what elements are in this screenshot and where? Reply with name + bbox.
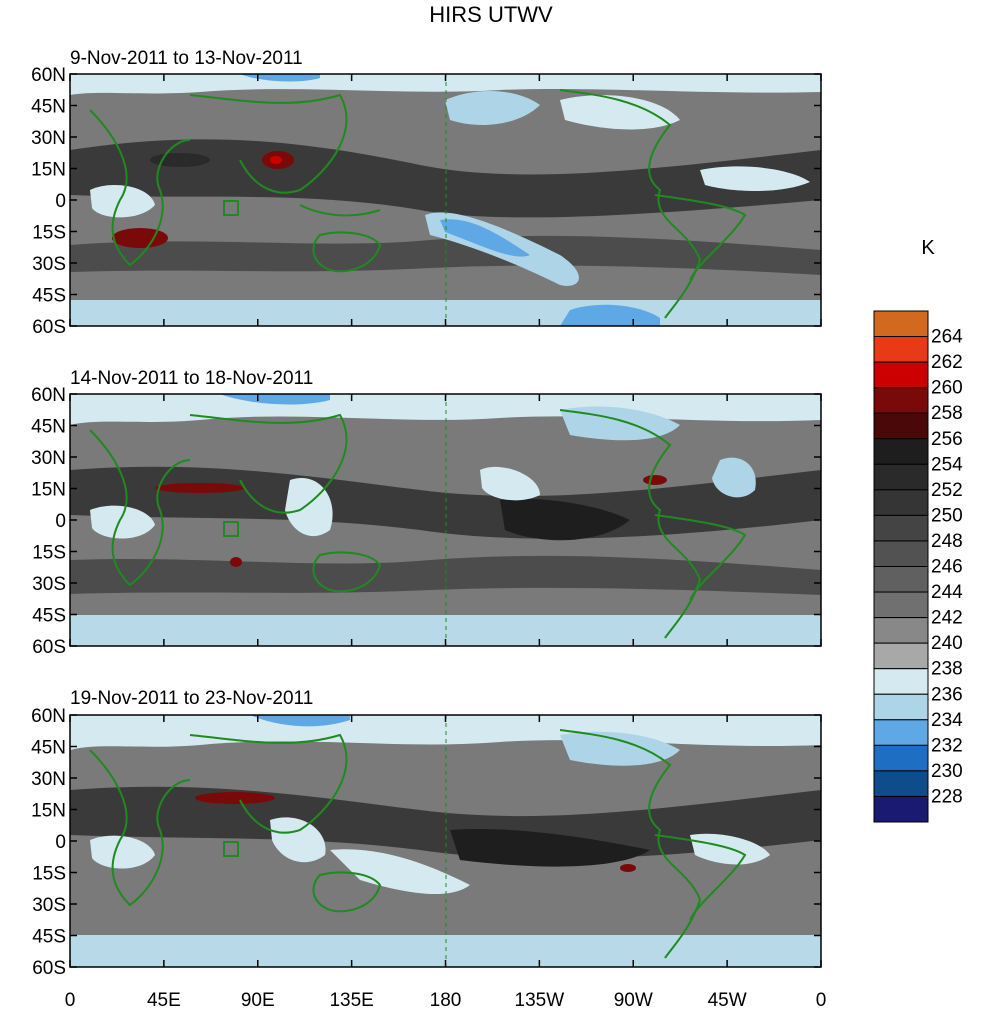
colorbar-swatch [873, 566, 929, 593]
colorbar-units-label: K [921, 237, 935, 259]
latitude-tick-label: 60N [31, 65, 66, 86]
latitude-tick-label: 15N [31, 801, 66, 822]
latitude-tick-label: 30N [31, 769, 66, 790]
colorbar-level-label: 256 [931, 429, 963, 450]
latitude-tick-label: 30S [32, 254, 66, 275]
colorbar-swatch [873, 744, 929, 772]
colorbar-level-label: 232 [931, 735, 963, 756]
colorbar-swatch [873, 719, 929, 746]
colorbar-swatch [873, 310, 929, 338]
map-panel: 14-Nov-2011 to 18-Nov-2011 [69, 368, 822, 647]
figure-title: HIRS UTWV [429, 2, 553, 27]
colorbar-level-label: 252 [931, 480, 963, 501]
colorbar-level-label: 230 [931, 761, 963, 782]
utwv-contour-field [70, 74, 821, 326]
colorbar-level-label: 242 [931, 608, 963, 629]
latitude-tick-label: 45N [31, 97, 66, 118]
latitude-tick-label: 60S [32, 317, 66, 338]
longitude-tick-label: 135E [329, 990, 373, 1011]
colorbar-swatch [873, 617, 929, 644]
longitude-tick-label: 0 [816, 990, 827, 1011]
longitude-tick-label: 135W [515, 990, 565, 1011]
latitude-tick-label: 45S [32, 927, 66, 948]
latitude-tick-label: 60N [31, 385, 66, 406]
colorbar-level-label: 234 [931, 710, 963, 731]
colorbar-swatch [873, 540, 929, 568]
latitude-tick-label: 30N [31, 448, 66, 469]
longitude-tick-label: 0 [65, 990, 76, 1011]
colorbar-level-label: 240 [931, 633, 963, 654]
latitude-tick-label: 0 [55, 511, 66, 532]
colorbar-legend: 264 262 260 258 256 254 252 250 248 246 244 242 240 2… [873, 310, 963, 823]
latitude-tick-label: 30N [31, 128, 66, 149]
latitude-tick-label: 60S [32, 637, 66, 658]
colorbar-swatch [873, 668, 929, 695]
colorbar-swatch [873, 489, 929, 516]
colorbar-swatch [873, 514, 929, 542]
latitude-tick-label: 15S [32, 543, 66, 564]
utwv-contour-field [70, 394, 821, 646]
longitude-tick-label: 45E [147, 990, 181, 1011]
colorbar-swatch [873, 693, 929, 721]
colorbar-level-label: 228 [931, 786, 963, 807]
colorbar-swatch [873, 336, 929, 363]
axis-labels: 60N 45N 30N 15N 0 15S 30S 45S 60S 60N 45N 30N 15N 0 15… [31, 65, 826, 1011]
latitude-tick-label: 0 [55, 832, 66, 853]
latitude-tick-label: 0 [55, 191, 66, 212]
longitude-tick-label: 180 [430, 990, 462, 1011]
colorbar-swatch [873, 387, 929, 414]
colorbar-swatch [873, 463, 929, 491]
colorbar-level-label: 244 [931, 582, 963, 603]
latitude-tick-label: 60N [31, 706, 66, 727]
map-panel: 19-Nov-2011 to 23-Nov-2011 [69, 688, 822, 968]
colorbar-swatch [873, 795, 929, 823]
colorbar-level-label: 254 [931, 454, 963, 475]
latitude-tick-label: 45S [32, 606, 66, 627]
latitude-tick-label: 15N [31, 480, 66, 501]
panel-period-label: 14-Nov-2011 to 18-Nov-2011 [70, 368, 313, 389]
latitude-tick-label: 15S [32, 223, 66, 244]
longitude-tick-label: 90W [614, 990, 653, 1011]
colorbar-level-label: 248 [931, 531, 963, 552]
colorbar-swatch [873, 412, 929, 440]
colorbar-swatch [873, 438, 929, 465]
colorbar-level-label: 258 [931, 403, 963, 424]
latitude-tick-label: 30S [32, 895, 66, 916]
colorbar-level-label: 262 [931, 352, 963, 373]
latitude-tick-label: 15S [32, 864, 66, 885]
panel-period-label: 9-Nov-2011 to 13-Nov-2011 [70, 48, 303, 69]
map-panel: 9-Nov-2011 to 13-Nov-2011 [69, 48, 822, 327]
colorbar-swatch [873, 642, 929, 670]
latitude-tick-label: 60S [32, 958, 66, 979]
latitude-tick-label: 45N [31, 738, 66, 759]
latitude-tick-label: 45N [31, 417, 66, 438]
colorbar-level-label: 260 [931, 378, 963, 399]
panel-period-label: 19-Nov-2011 to 23-Nov-2011 [70, 688, 313, 709]
colorbar-level-label: 238 [931, 659, 963, 680]
longitude-tick-label: 45W [708, 990, 747, 1011]
colorbar-level-label: 264 [931, 327, 963, 348]
colorbar-swatch [873, 361, 929, 389]
latitude-tick-label: 30S [32, 574, 66, 595]
utwv-contour-field [70, 715, 821, 967]
colorbar-swatch [873, 591, 929, 619]
latitude-tick-label: 15N [31, 160, 66, 181]
longitude-tick-label: 90E [241, 990, 275, 1011]
colorbar-swatch [873, 770, 929, 797]
latitude-tick-label: 45S [32, 286, 66, 307]
colorbar-level-label: 246 [931, 557, 963, 578]
colorbar-level-label: 236 [931, 684, 963, 705]
colorbar-level-label: 250 [931, 505, 963, 526]
